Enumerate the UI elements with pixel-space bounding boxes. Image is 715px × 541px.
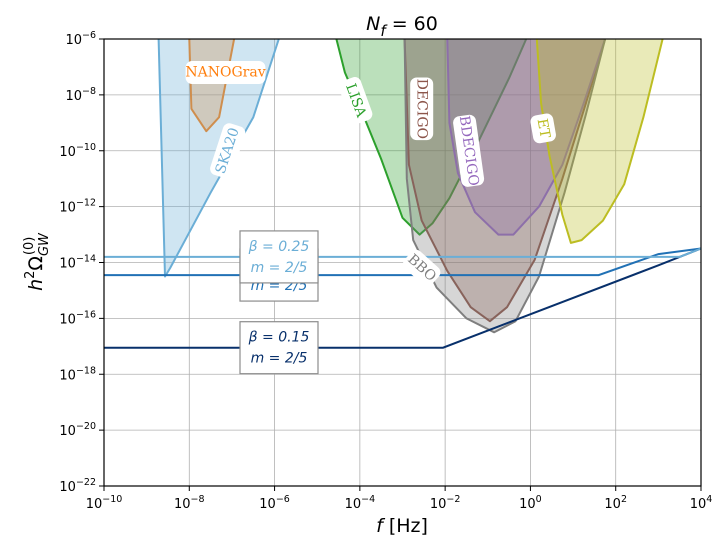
x-tick-label: 100	[519, 494, 542, 512]
spectrum-line	[104, 247, 702, 277]
y-tick-label: 10−12	[59, 198, 96, 216]
x-tick-label: 104	[690, 494, 713, 512]
decigo-label: DECIGO	[410, 77, 434, 141]
nanograv-curve	[188, 39, 236, 133]
x-tick-label: 102	[604, 494, 627, 512]
bbo-region	[404, 39, 606, 333]
svg-text:ET: ET	[534, 117, 553, 140]
ska20-curve	[157, 39, 280, 278]
bdecigo-region	[447, 39, 606, 235]
legend-line: m = 2/5	[251, 260, 308, 276]
y-tick-label: 10−20	[59, 421, 96, 439]
legend-line: β = 0.15	[248, 330, 310, 346]
y-tick-label: 10−6	[65, 30, 96, 48]
bdecigo-curve	[446, 39, 607, 236]
y-tick-label: 10−14	[59, 254, 96, 272]
axis-ticks: 10−10 10−8 10−6 10−4 10−2 100 102 104 10−6 10−8 10…	[59, 30, 712, 512]
y-tick-label: 10−8	[65, 86, 96, 104]
legend-line: m = 2/5	[251, 351, 308, 367]
svg-text:NANOGrav: NANOGrav	[185, 65, 265, 81]
x-tick-label: 10−4	[345, 494, 376, 512]
line-legends: β = 0.15m = 2/5β = 0.2m = 2/5β = 0.25m =…	[239, 230, 319, 375]
x-tick-label: 10−10	[86, 494, 123, 512]
y-tick-label: 10−22	[59, 477, 96, 495]
x-tick-label: 10−6	[259, 494, 290, 512]
spectrum-line	[104, 247, 702, 258]
bbo-curve	[403, 39, 607, 334]
spectrum-line	[104, 247, 702, 349]
x-tick-label: 10−2	[430, 494, 461, 512]
y-axis-label: h2ΩGW(0)	[22, 232, 52, 291]
x-tick-label: 10−8	[174, 494, 205, 512]
y-tick-label: 10−16	[59, 309, 96, 327]
et-region	[536, 39, 663, 243]
y-tick-label: 10−18	[59, 365, 96, 383]
line-legend-box: β = 0.25 m = 2/5	[239, 230, 319, 284]
et-label: ET	[530, 113, 556, 144]
chart-title: Nf = 60	[366, 13, 438, 40]
svg-text:DECIGO: DECIGO	[414, 79, 430, 139]
decigo-curve	[403, 39, 607, 323]
nanograv-label: NANOGrav	[185, 61, 266, 84]
x-axis-label: f [Hz]	[376, 515, 428, 537]
y-tick-label: 10−10	[59, 142, 96, 160]
legend-line: β = 0.25	[248, 239, 310, 255]
line-legend-box: β = 0.15 m = 2/5	[239, 321, 319, 375]
spectrum-lines	[104, 247, 702, 349]
decigo-region	[404, 39, 606, 322]
